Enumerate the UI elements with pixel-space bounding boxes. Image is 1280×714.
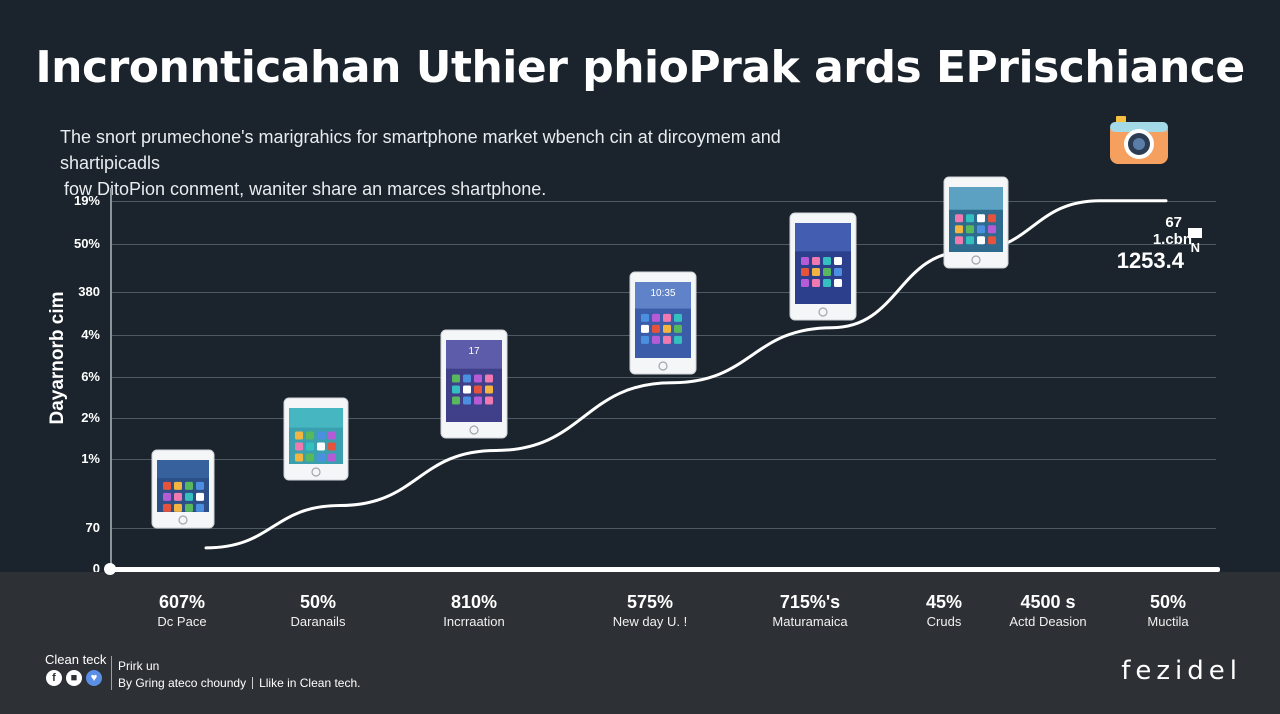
heart-icon[interactable]: ♥ xyxy=(86,670,102,686)
phone-screen-text: 10:35 xyxy=(650,288,675,299)
y-tick-label: 70 xyxy=(85,520,100,535)
footer-logo: fezidel xyxy=(1121,656,1242,686)
x-category-name: Daranails xyxy=(290,614,346,629)
footer-heading: Prirk un xyxy=(118,659,160,673)
x-category-value: 50% xyxy=(299,592,337,612)
x-category-value: 50% xyxy=(1149,592,1187,612)
x-category-name: New day U. ! xyxy=(612,614,688,629)
footer-brand: Clean teck xyxy=(45,652,107,667)
x-category-name: Cruds xyxy=(926,614,962,629)
x-category: 4500 s Actd Deasion xyxy=(978,592,1118,629)
page-title: Incronnticahan Uthier phioPrak ards EPri… xyxy=(35,42,1245,93)
phone-marker xyxy=(943,176,1009,269)
readout-line-2: 1.cbn xyxy=(1152,231,1192,248)
footer-tagline-right: Llike in Clean tech. xyxy=(259,676,361,690)
subtitle-line-1: The snort prumechone's marigrahics for s… xyxy=(60,127,781,173)
gridline xyxy=(112,201,1216,202)
message-icon[interactable]: ■ xyxy=(66,670,82,686)
readout-line-1: 67 xyxy=(1165,214,1182,231)
camera-icon xyxy=(1108,114,1170,166)
x-axis xyxy=(108,567,1220,572)
phone-marker xyxy=(789,212,857,321)
readout-marker xyxy=(1188,228,1202,238)
x-category-value: 715%'s xyxy=(779,592,841,612)
x-category: 45% Cruds xyxy=(874,592,1014,629)
y-tick-label: 19% xyxy=(73,193,100,208)
phone-markers: 17 10:35 xyxy=(151,176,1009,529)
phone-marker: 17 xyxy=(440,329,508,439)
subtitle: The snort prumechone's marigrahics for s… xyxy=(60,124,860,202)
phone-marker xyxy=(283,397,349,481)
gridline xyxy=(112,418,1216,419)
series-line xyxy=(204,199,1168,550)
footer-divider xyxy=(111,656,112,690)
x-category-value: 4500 s xyxy=(1020,592,1076,612)
y-tick-label: 50% xyxy=(73,236,100,251)
social-links: f ■ ♥ xyxy=(46,670,102,686)
y-tick-label: 380 xyxy=(78,284,100,299)
gridline xyxy=(112,377,1216,378)
footer-tagline: By Gring ateco choundy Llike in Clean tec… xyxy=(118,676,360,690)
x-category-name: Incrraation xyxy=(443,614,505,629)
bottom-band xyxy=(0,572,1280,714)
x-category: 50% Muctila xyxy=(1098,592,1238,629)
axis-origin xyxy=(104,563,116,575)
gridline xyxy=(112,244,1216,245)
end-readout: 67 1.cbn 1253.4 N xyxy=(1100,214,1210,274)
x-category: 810% Incrraation xyxy=(404,592,544,629)
y-tick-label: 0 xyxy=(92,561,100,576)
x-category: 50% Daranails xyxy=(248,592,388,629)
x-category-name: Muctila xyxy=(1147,614,1189,629)
x-category: 715%'s Maturamaica xyxy=(740,592,880,629)
x-category-value: 810% xyxy=(450,592,498,612)
x-category-value: 575% xyxy=(626,592,674,612)
subtitle-line-2: fow DitoPion conment, waniter share an m… xyxy=(64,179,547,199)
y-axis xyxy=(110,188,112,570)
x-category: 607% Dc Pace xyxy=(112,592,252,629)
x-category-value: 607% xyxy=(158,592,206,612)
x-category-name: Dc Pace xyxy=(157,614,207,629)
y-tick-label: 6% xyxy=(81,369,100,384)
readout-value: 1253.4 xyxy=(1116,248,1184,273)
readout-suffix: N xyxy=(1190,240,1200,255)
phone-marker: 10:35 xyxy=(629,271,697,375)
gridline xyxy=(112,459,1216,460)
phone-screen-text: 17 xyxy=(468,346,480,357)
footer-tagline-left: By Gring ateco choundy xyxy=(118,676,247,690)
x-category: 575% New day U. ! xyxy=(580,592,720,629)
gridline xyxy=(112,528,1216,529)
x-category-name: Actd Deasion xyxy=(1009,614,1087,629)
x-category-value: 45% xyxy=(925,592,963,612)
facebook-icon[interactable]: f xyxy=(46,670,62,686)
y-tick-label: 2% xyxy=(81,410,100,425)
phone-marker xyxy=(151,449,215,529)
y-tick-label: 4% xyxy=(81,327,100,342)
y-tick-label: 1% xyxy=(81,451,100,466)
x-category-name: Maturamaica xyxy=(772,614,848,629)
